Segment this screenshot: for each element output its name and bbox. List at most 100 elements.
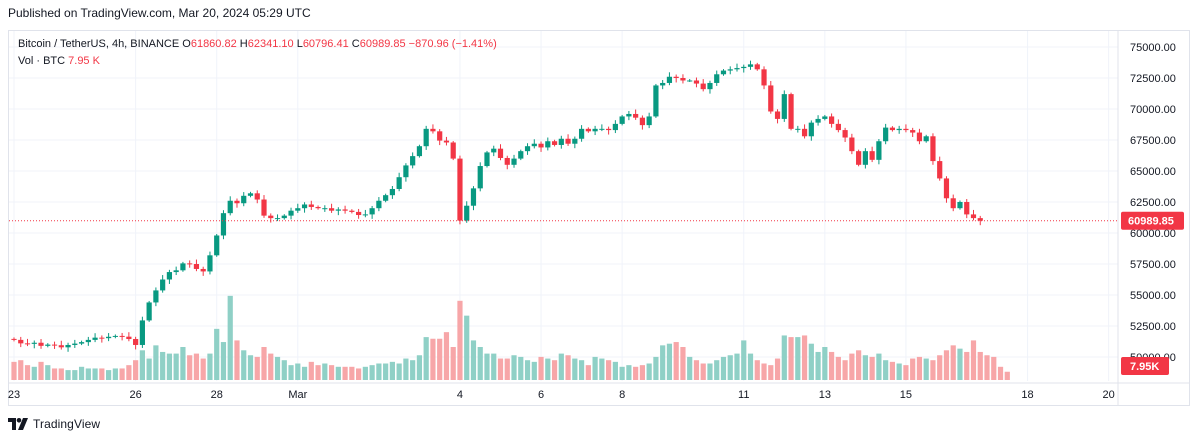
- volume-bar: [781, 335, 787, 380]
- volume-bar: [856, 350, 862, 380]
- legend-symbol: Bitcoin / TetherUS, 4h, BINANCE: [18, 38, 180, 50]
- volume-bar: [464, 315, 470, 380]
- candle-body: [180, 263, 186, 271]
- volume-bar: [923, 358, 929, 380]
- candle-body: [626, 113, 632, 117]
- candle-body: [565, 138, 571, 144]
- volume-bar: [565, 355, 571, 380]
- candle-body: [349, 210, 355, 212]
- volume-bar: [450, 347, 456, 380]
- candle-body: [288, 210, 294, 216]
- volume-bar: [727, 355, 733, 380]
- candle-body: [741, 66, 747, 69]
- candle-body: [45, 344, 51, 346]
- candle-body: [964, 202, 970, 215]
- candle-body: [950, 198, 956, 209]
- candle-body: [835, 123, 841, 131]
- volume-bar: [416, 355, 423, 380]
- volume-bar: [1004, 371, 1010, 380]
- candle-body: [903, 128, 909, 131]
- candle-body: [396, 177, 402, 189]
- legend-ohlc-row: Bitcoin / TetherUS, 4h, BINANCE O61860.8…: [18, 36, 497, 53]
- legend-volume-row: Vol · BTC 7.95 K: [18, 53, 497, 70]
- candle-body: [700, 83, 706, 90]
- candle-body: [484, 152, 490, 167]
- candle-body: [166, 272, 173, 280]
- volume-bar: [916, 356, 923, 380]
- candle-body: [342, 209, 348, 211]
- volume-bar: [903, 365, 909, 380]
- x-tick-label: Mar: [288, 389, 307, 401]
- candle-body: [768, 85, 774, 112]
- volume-bar: [51, 368, 58, 380]
- candle-body: [274, 218, 281, 220]
- candle-body: [92, 337, 98, 340]
- volume-bar: [322, 363, 328, 380]
- volume-bar: [356, 368, 362, 380]
- legend-change: −870.96 (−1.41%): [408, 38, 497, 50]
- volume-bar: [342, 366, 348, 380]
- candle-body: [666, 76, 673, 83]
- candle-body: [977, 218, 983, 221]
- price-chart[interactable]: 50000.0052500.0055000.0057500.0060000.00…: [0, 0, 1200, 410]
- volume-bar: [31, 366, 37, 380]
- candle-body: [322, 208, 328, 210]
- volume-bar: [518, 356, 524, 380]
- volume-bar: [504, 358, 510, 380]
- candle-body: [849, 137, 855, 152]
- candle-body: [801, 128, 808, 137]
- volume-bar: [599, 358, 605, 380]
- y-tick-label: 55000.00: [1130, 290, 1176, 302]
- candle-body: [808, 122, 814, 137]
- volume-bar: [801, 335, 808, 380]
- volume-bar: [349, 366, 355, 380]
- volume-bar: [883, 360, 889, 380]
- footer-brand[interactable]: TradingView: [8, 417, 100, 431]
- candle-body: [99, 337, 105, 339]
- volume-bar: [991, 356, 997, 380]
- volume-bar: [328, 365, 335, 380]
- candle-body: [78, 342, 85, 344]
- candle-body: [538, 143, 544, 148]
- volume-bar: [815, 351, 821, 380]
- volume-bar: [707, 363, 713, 380]
- candle-body: [930, 136, 936, 162]
- volume-bar: [950, 345, 956, 380]
- volume-bar: [173, 353, 179, 380]
- volume-bar: [788, 337, 794, 380]
- candle-body: [389, 188, 395, 196]
- candle-body: [774, 111, 781, 119]
- volume-bar: [930, 360, 936, 380]
- volume-bar: [497, 358, 504, 380]
- volume-bar: [626, 365, 632, 380]
- volume-bar: [362, 366, 368, 380]
- volume-bar: [606, 360, 612, 380]
- legend-volume-label: Vol · BTC: [18, 55, 66, 67]
- candle-body: [687, 80, 693, 82]
- candle-body: [403, 165, 409, 178]
- candle-body: [295, 208, 301, 211]
- volume-bar: [187, 355, 193, 380]
- candle-body: [943, 178, 950, 199]
- y-tick-label: 72500.00: [1130, 73, 1176, 85]
- volume-bar: [153, 345, 159, 380]
- y-tick-label: 52500.00: [1130, 321, 1176, 333]
- candle-body: [633, 113, 639, 118]
- candle-body: [437, 131, 443, 141]
- candle-body: [896, 128, 902, 131]
- candle-body: [551, 141, 558, 145]
- candle-body: [781, 94, 787, 119]
- candle-body: [957, 202, 963, 209]
- candle-body: [362, 214, 368, 216]
- volume-bar: [484, 353, 490, 380]
- volume-bar: [335, 366, 341, 380]
- candle-body: [585, 128, 591, 132]
- volume-bar: [99, 368, 105, 380]
- volume-bar: [166, 353, 173, 380]
- candle-body: [335, 209, 341, 211]
- volume-bar: [11, 361, 17, 380]
- candle-body: [795, 128, 801, 130]
- candle-body: [268, 215, 274, 219]
- volume-bar: [910, 358, 916, 380]
- candle-body: [301, 204, 308, 209]
